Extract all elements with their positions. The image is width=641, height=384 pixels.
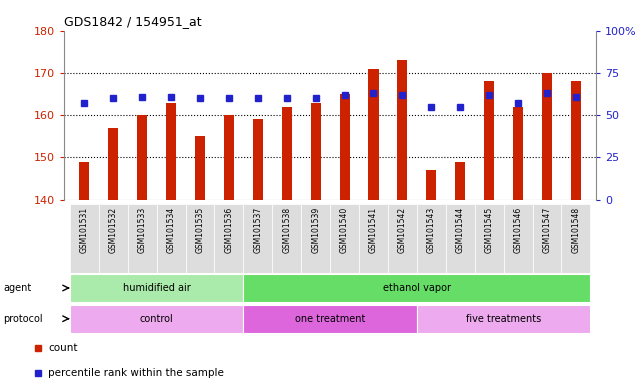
Bar [166, 103, 176, 200]
Bar [224, 115, 234, 200]
Bar [455, 162, 465, 200]
Text: GSM101546: GSM101546 [513, 207, 522, 253]
Text: GSM101542: GSM101542 [398, 207, 407, 253]
Bar [70, 305, 244, 333]
Text: GSM101532: GSM101532 [109, 207, 118, 253]
Bar [533, 204, 562, 273]
Text: GSM101544: GSM101544 [456, 207, 465, 253]
Bar [185, 204, 215, 273]
Text: count: count [48, 343, 78, 353]
Bar [128, 204, 156, 273]
Bar [79, 162, 89, 200]
Text: five treatments: five treatments [466, 314, 541, 324]
Bar [301, 204, 330, 273]
Bar [156, 204, 185, 273]
Text: GSM101535: GSM101535 [196, 207, 204, 253]
Text: one treatment: one treatment [295, 314, 365, 324]
Text: GSM101539: GSM101539 [311, 207, 320, 253]
Text: GSM101533: GSM101533 [138, 207, 147, 253]
Bar [244, 204, 272, 273]
Bar [417, 305, 590, 333]
Text: GSM101534: GSM101534 [167, 207, 176, 253]
Bar [311, 103, 320, 200]
Bar [137, 115, 147, 200]
Text: agent: agent [3, 283, 31, 293]
Bar [70, 274, 244, 302]
Bar [215, 204, 244, 273]
Text: GSM101547: GSM101547 [542, 207, 551, 253]
Bar [571, 81, 581, 200]
Bar [70, 204, 99, 273]
Text: protocol: protocol [3, 314, 43, 324]
Bar [484, 81, 494, 200]
Text: GSM101545: GSM101545 [485, 207, 494, 253]
Bar [562, 204, 590, 273]
Bar [272, 204, 301, 273]
Bar [504, 204, 533, 273]
Bar [359, 204, 388, 273]
Bar [369, 69, 379, 200]
Text: GSM101536: GSM101536 [224, 207, 233, 253]
Bar [340, 94, 349, 200]
Text: GSM101541: GSM101541 [369, 207, 378, 253]
Text: percentile rank within the sample: percentile rank within the sample [48, 368, 224, 378]
Bar [195, 136, 205, 200]
Text: control: control [140, 314, 174, 324]
Bar [397, 60, 408, 200]
Text: GSM101531: GSM101531 [80, 207, 89, 253]
Bar [108, 128, 119, 200]
Text: GSM101540: GSM101540 [340, 207, 349, 253]
Bar [513, 107, 523, 200]
Bar [99, 204, 128, 273]
Bar [417, 204, 445, 273]
Bar [542, 73, 552, 200]
Text: ethanol vapor: ethanol vapor [383, 283, 451, 293]
Text: GDS1842 / 154951_at: GDS1842 / 154951_at [64, 15, 202, 28]
Bar [445, 204, 475, 273]
Text: humidified air: humidified air [123, 283, 190, 293]
Text: GSM101548: GSM101548 [571, 207, 580, 253]
Text: GSM101537: GSM101537 [253, 207, 262, 253]
Bar [253, 119, 263, 200]
Bar [330, 204, 359, 273]
Bar [244, 305, 417, 333]
Bar [426, 170, 437, 200]
Text: GSM101543: GSM101543 [427, 207, 436, 253]
Text: GSM101538: GSM101538 [282, 207, 291, 253]
Bar [281, 107, 292, 200]
Bar [475, 204, 504, 273]
Bar [244, 274, 590, 302]
Bar [388, 204, 417, 273]
